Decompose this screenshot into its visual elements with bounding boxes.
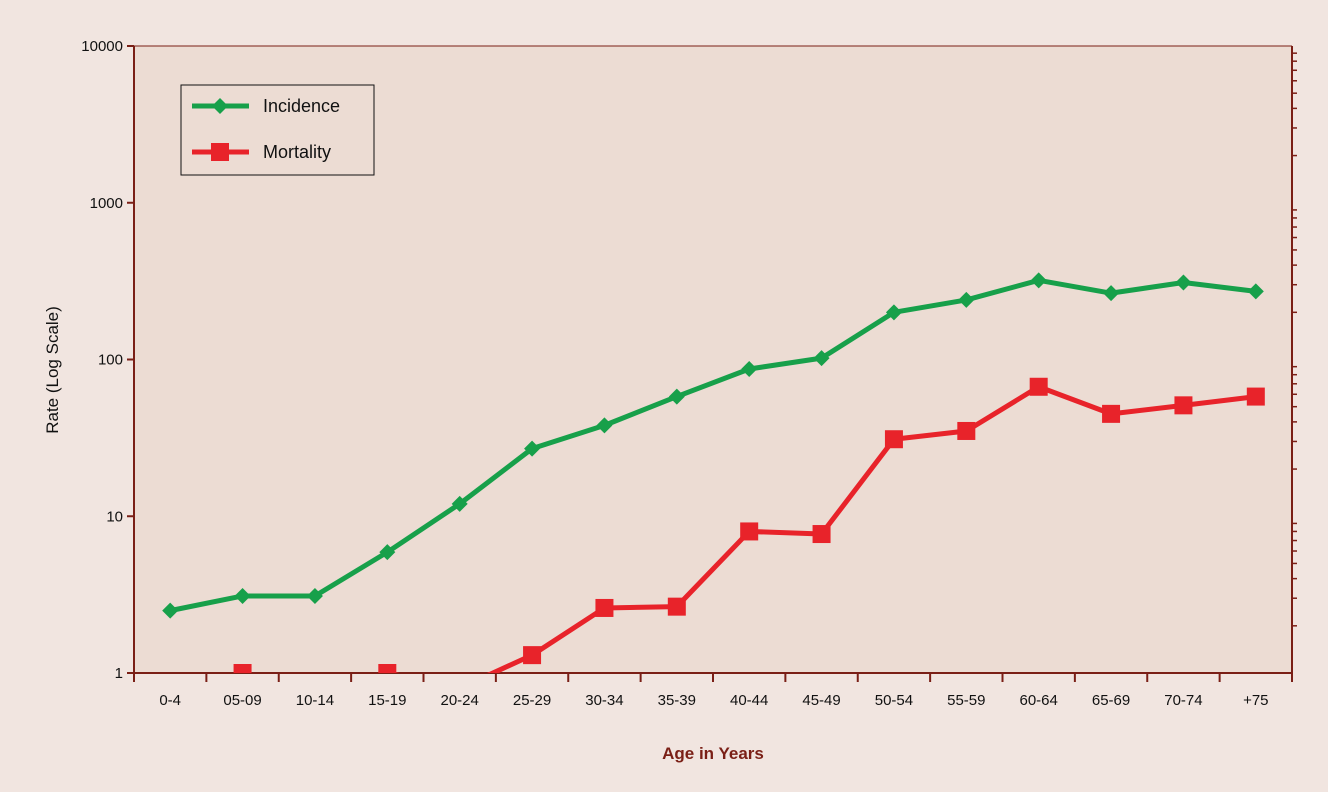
x-tick-label: 30-34: [585, 692, 623, 709]
legend-marker: [212, 98, 228, 114]
series-mortality: [233, 377, 1265, 673]
x-tick-label: 60-64: [1020, 692, 1058, 709]
x-tick-label: 35-39: [658, 692, 696, 709]
y-tick-label: 10: [106, 508, 123, 525]
data-point-incidence: [1247, 283, 1264, 300]
data-point-mortality: [233, 664, 252, 673]
series-line-incidence: [169, 277, 1257, 614]
y-tick-label: 1000: [90, 195, 123, 212]
legend-label: Incidence: [263, 96, 340, 116]
x-tick-label: 0-4: [159, 692, 181, 709]
x-tick-label: 40-44: [730, 692, 768, 709]
data-point-incidence: [741, 360, 758, 377]
data-point-incidence: [1030, 272, 1047, 289]
series-incidence: [162, 272, 1264, 619]
data-point-incidence: [524, 440, 541, 457]
x-tick-label: 05-09: [223, 692, 261, 709]
data-point-incidence: [379, 544, 396, 561]
data-point-incidence: [234, 587, 251, 604]
data-point-incidence: [1175, 274, 1192, 291]
x-tick-label: +75: [1243, 692, 1268, 709]
y-tick-label: 100: [98, 352, 123, 369]
axes: 1 10 100 1000 10000 0-4 05-09 10-14 15-19 20-24 25…: [81, 38, 1297, 709]
y-axis-title: Rate (Log Scale): [43, 306, 62, 434]
data-point-incidence: [162, 602, 179, 619]
y-tick-label: 1: [115, 665, 123, 682]
x-tick-label: 70-74: [1164, 692, 1202, 709]
data-point-incidence: [668, 388, 685, 405]
series-layer: [162, 272, 1265, 673]
data-point-incidence: [1103, 285, 1120, 302]
x-tick-label: 65-69: [1092, 692, 1130, 709]
data-point-mortality: [812, 525, 831, 544]
data-point-mortality: [1029, 377, 1048, 396]
data-point-mortality: [740, 522, 759, 541]
y-tick-label: 10000: [81, 38, 123, 55]
data-point-mortality: [884, 430, 903, 449]
data-point-incidence: [958, 291, 975, 308]
data-point-mortality: [957, 421, 976, 440]
data-point-incidence: [885, 304, 902, 321]
x-tick-label: 20-24: [441, 692, 479, 709]
data-point-incidence: [596, 417, 613, 434]
x-axis-title: Age in Years: [662, 744, 764, 763]
data-point-mortality: [378, 664, 397, 673]
x-tick-label: 10-14: [296, 692, 334, 709]
data-point-mortality: [1246, 387, 1265, 406]
data-point-incidence: [306, 587, 323, 604]
data-point-mortality: [667, 597, 686, 616]
legend-label: Mortality: [263, 142, 331, 162]
x-tick-label: 45-49: [802, 692, 840, 709]
data-point-mortality: [1174, 396, 1193, 415]
data-point-incidence: [813, 350, 830, 367]
data-point-mortality: [523, 646, 542, 665]
data-point-incidence: [451, 495, 468, 512]
legend-marker: [211, 143, 229, 161]
data-point-mortality: [595, 598, 614, 617]
x-tick-label: 50-54: [875, 692, 913, 709]
x-tick-label: 15-19: [368, 692, 406, 709]
legend: Incidence Mortality: [180, 84, 375, 176]
x-tick-label: 55-59: [947, 692, 985, 709]
x-tick-label: 25-29: [513, 692, 551, 709]
data-point-mortality: [1102, 404, 1121, 423]
